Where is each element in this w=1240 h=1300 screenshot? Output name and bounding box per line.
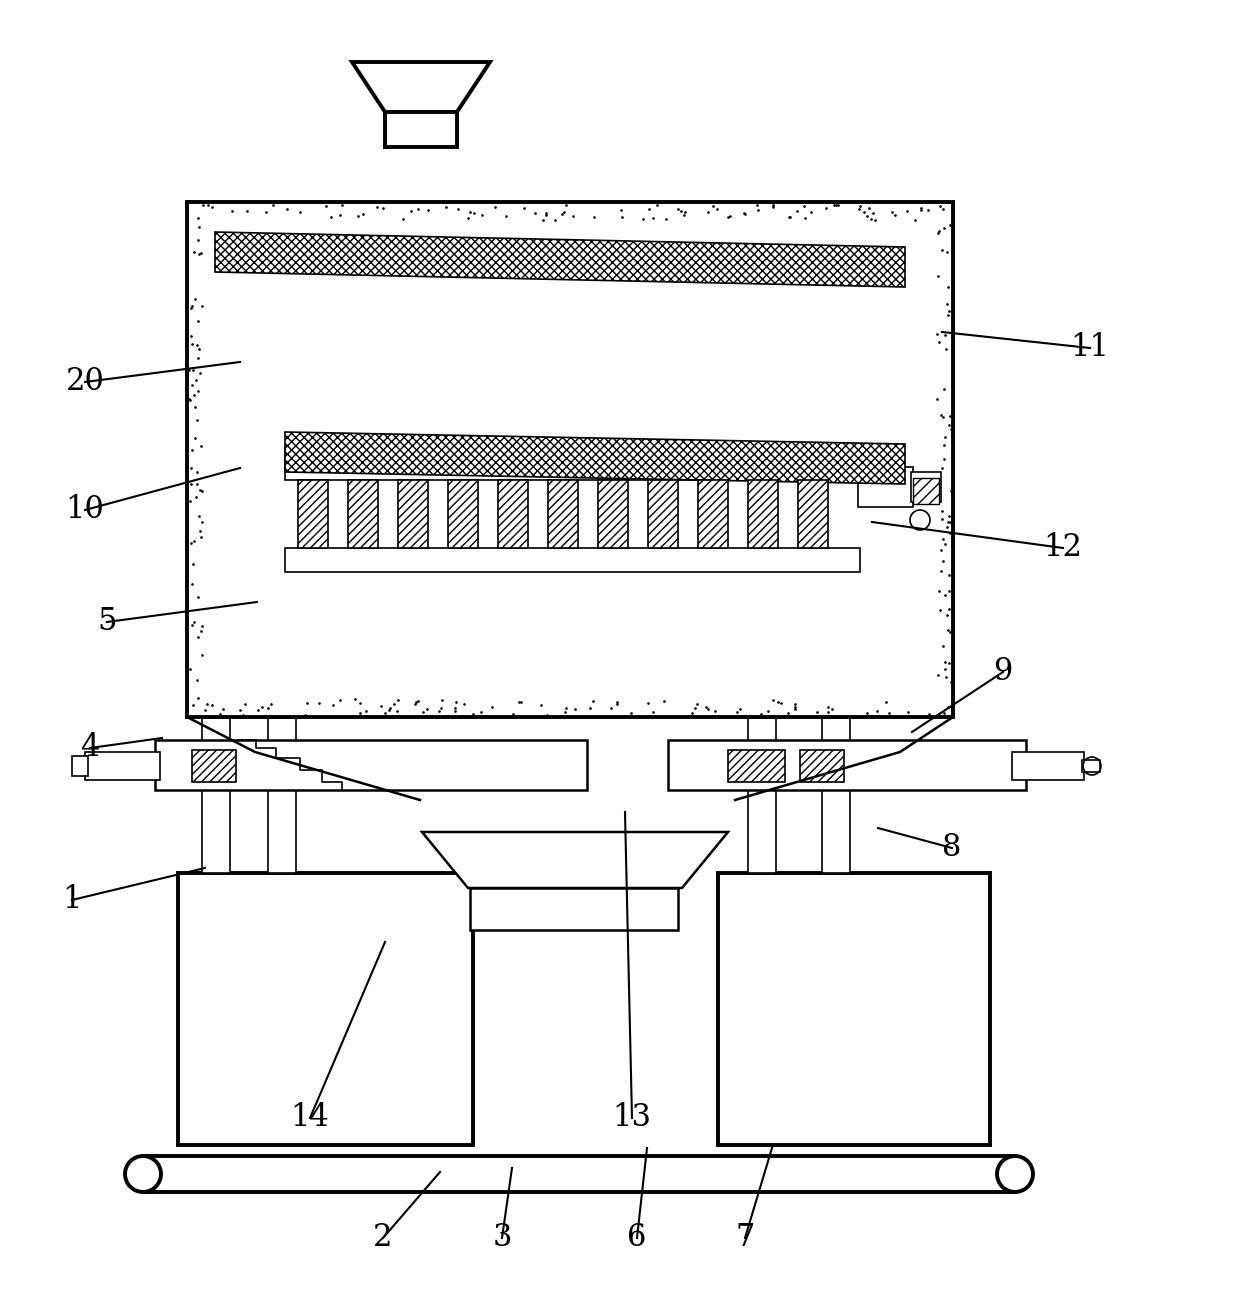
Bar bbox=[179, 874, 472, 1145]
Bar bbox=[72, 757, 88, 776]
Bar bbox=[748, 718, 776, 874]
Text: 7: 7 bbox=[735, 1222, 755, 1253]
Bar bbox=[348, 480, 378, 549]
Bar bbox=[298, 480, 329, 549]
Bar bbox=[384, 112, 458, 147]
Polygon shape bbox=[352, 62, 490, 112]
Text: 5: 5 bbox=[97, 607, 117, 637]
Text: 12: 12 bbox=[1044, 533, 1083, 563]
Polygon shape bbox=[215, 231, 905, 287]
Bar bbox=[155, 740, 587, 790]
Text: 4: 4 bbox=[81, 732, 99, 763]
Bar bbox=[285, 549, 861, 572]
Bar bbox=[718, 874, 990, 1145]
Text: 3: 3 bbox=[492, 1222, 512, 1253]
Bar bbox=[398, 480, 428, 549]
Text: 2: 2 bbox=[373, 1222, 393, 1253]
Polygon shape bbox=[422, 832, 728, 888]
Text: 6: 6 bbox=[627, 1222, 647, 1253]
Bar bbox=[799, 480, 828, 549]
Text: 8: 8 bbox=[942, 832, 962, 863]
Bar bbox=[649, 480, 678, 549]
Bar bbox=[858, 467, 913, 507]
Text: 9: 9 bbox=[993, 656, 1013, 688]
Bar bbox=[1083, 760, 1100, 772]
Bar bbox=[548, 480, 578, 549]
Text: 14: 14 bbox=[290, 1102, 330, 1134]
Bar bbox=[911, 472, 941, 502]
Bar bbox=[86, 751, 160, 780]
Ellipse shape bbox=[125, 1156, 161, 1192]
Bar bbox=[187, 202, 954, 718]
Polygon shape bbox=[285, 432, 905, 484]
Text: 11: 11 bbox=[1070, 333, 1110, 364]
Ellipse shape bbox=[997, 1156, 1033, 1192]
Bar bbox=[498, 480, 528, 549]
Bar bbox=[800, 750, 844, 783]
Bar bbox=[668, 740, 1025, 790]
Bar bbox=[268, 718, 296, 874]
Bar bbox=[143, 1156, 1016, 1192]
Bar bbox=[1012, 751, 1084, 780]
Text: 20: 20 bbox=[66, 367, 104, 398]
Bar bbox=[192, 750, 236, 783]
Bar bbox=[448, 480, 477, 549]
Bar bbox=[822, 718, 849, 874]
Bar bbox=[202, 718, 229, 874]
Text: 13: 13 bbox=[613, 1102, 651, 1134]
Bar bbox=[728, 750, 785, 783]
Bar bbox=[913, 478, 939, 504]
Text: 1: 1 bbox=[62, 884, 82, 915]
Bar bbox=[748, 480, 777, 549]
Bar bbox=[598, 480, 627, 549]
Bar bbox=[285, 448, 861, 480]
Bar bbox=[470, 888, 678, 930]
Bar bbox=[698, 480, 728, 549]
Text: 10: 10 bbox=[66, 494, 104, 525]
